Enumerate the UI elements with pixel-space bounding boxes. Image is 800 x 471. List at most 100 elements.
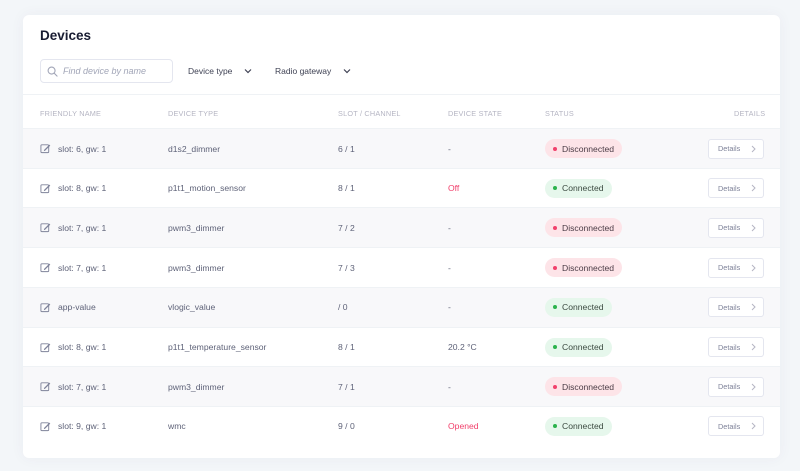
status-cell: Disconnected: [545, 367, 623, 406]
device-state-cell: -: [448, 222, 451, 233]
status-dot-icon: [553, 305, 557, 310]
details-label: Details: [718, 263, 741, 273]
details-button[interactable]: Details: [708, 337, 764, 357]
status-dot-icon: [553, 424, 557, 429]
device-type-cell: pwm3_dimmer: [168, 222, 225, 233]
friendly-name: slot: 7, gw: 1: [58, 222, 107, 233]
status-label: Connected: [562, 342, 604, 352]
details-label: Details: [718, 382, 741, 392]
radio-gateway-dropdown[interactable]: Radio gateway: [275, 63, 351, 79]
details-button[interactable]: Details: [708, 178, 764, 199]
details-label: Details: [718, 223, 741, 233]
status-dot-icon: [553, 186, 557, 191]
header-device-type: DEVICE TYPE: [168, 109, 219, 118]
details-button[interactable]: Details: [708, 416, 764, 437]
slot-channel-cell: 7 / 3: [338, 262, 355, 273]
status-badge: Disconnected: [545, 139, 623, 158]
device-type-cell: pwm3_dimmer: [168, 381, 225, 392]
chevron-right-icon: [751, 264, 757, 272]
slot-channel-cell: 7 / 1: [338, 381, 355, 392]
device-type-cell: d1s2_dimmer: [168, 143, 221, 154]
header-device-state: DEVICE STATE: [448, 109, 503, 118]
details-button[interactable]: Details: [708, 297, 764, 318]
chevron-down-icon: [244, 68, 252, 74]
edit-icon[interactable]: [40, 421, 51, 432]
chevron-right-icon: [751, 343, 757, 351]
status-label: Disconnected: [562, 381, 615, 392]
friendly-name-cell: slot: 8, gw: 1: [40, 328, 106, 367]
search-icon: [47, 66, 58, 77]
details-cell: Details: [708, 129, 764, 168]
details-button[interactable]: Details: [708, 217, 764, 238]
device-state-cell: -: [448, 381, 451, 392]
status-cell: Disconnected: [545, 248, 623, 287]
edit-icon[interactable]: [40, 183, 51, 194]
status-badge: Connected: [545, 297, 612, 317]
friendly-name-cell: slot: 6, gw: 1: [40, 129, 106, 168]
status-badge: Connected: [545, 416, 612, 436]
status-dot-icon: [553, 345, 557, 349]
details-label: Details: [718, 144, 741, 153]
table-row: slot: 8, gw: 1 p1t1_motion_sensor 8 / 1 …: [23, 167, 780, 208]
friendly-name-cell: slot: 9, gw: 1: [40, 407, 106, 446]
status-cell: Disconnected: [545, 208, 623, 247]
edit-icon[interactable]: [40, 262, 51, 273]
details-cell: Details: [708, 288, 764, 327]
device-state-cell: 20.2 °C: [448, 342, 477, 352]
devices-card: Devices Device type Radio gateway FRIEND…: [23, 15, 780, 458]
device-type-cell: p1t1_motion_sensor: [168, 183, 246, 194]
slot-channel-cell: 8 / 1: [338, 183, 355, 194]
edit-icon[interactable]: [40, 222, 51, 233]
edit-icon[interactable]: [40, 381, 51, 392]
friendly-name: app-value: [58, 302, 96, 313]
edit-icon[interactable]: [40, 342, 51, 353]
device-type-label: Device type: [188, 66, 233, 76]
details-button[interactable]: Details: [708, 257, 764, 278]
friendly-name-cell: slot: 7, gw: 1: [40, 367, 106, 406]
status-label: Disconnected: [562, 143, 615, 154]
chevron-right-icon: [751, 145, 757, 153]
table-row: slot: 7, gw: 1 pwm3_dimmer 7 / 1 - Disco…: [23, 366, 780, 407]
header-friendly-name: FRIENDLY NAME: [40, 109, 102, 118]
status-badge: Connected: [545, 337, 612, 357]
table-row: slot: 7, gw: 1 pwm3_dimmer 7 / 3 - Disco…: [23, 247, 780, 287]
device-state-cell: -: [448, 143, 451, 154]
device-state-cell: -: [448, 302, 451, 313]
device-state-cell: Off: [448, 183, 460, 194]
table-row: slot: 7, gw: 1 pwm3_dimmer 7 / 2 - Disco…: [23, 207, 780, 248]
friendly-name: slot: 7, gw: 1: [58, 262, 107, 273]
chevron-right-icon: [751, 383, 757, 391]
device-type-cell: vlogic_value: [168, 302, 216, 313]
slot-channel-cell: 7 / 2: [338, 222, 355, 233]
slot-channel-cell: 8 / 1: [338, 342, 355, 352]
table-row: slot: 6, gw: 1 d1s2_dimmer 6 / 1 - Disco…: [23, 128, 780, 168]
friendly-name: slot: 8, gw: 1: [58, 342, 107, 352]
friendly-name: slot: 9, gw: 1: [58, 421, 107, 432]
details-button[interactable]: Details: [708, 138, 764, 159]
search-input[interactable]: [63, 66, 163, 76]
friendly-name-cell: slot: 7, gw: 1: [40, 208, 106, 247]
device-type-cell: pwm3_dimmer: [168, 262, 225, 273]
header-status: STATUS: [545, 109, 574, 118]
status-badge: Connected: [545, 178, 612, 198]
header-details: DETAILS: [734, 109, 766, 118]
details-cell: Details: [708, 407, 764, 446]
edit-icon[interactable]: [40, 143, 51, 154]
friendly-name-cell: slot: 8, gw: 1: [40, 169, 106, 208]
details-label: Details: [718, 421, 741, 431]
radio-gateway-label: Radio gateway: [275, 66, 332, 76]
table-row: slot: 8, gw: 1 p1t1_temperature_sensor 8…: [23, 326, 780, 367]
details-cell: Details: [708, 208, 764, 247]
chevron-right-icon: [751, 184, 757, 192]
header-slot-channel: SLOT / CHANNEL: [338, 109, 401, 118]
status-label: Connected: [562, 302, 604, 313]
status-cell: Connected: [545, 328, 612, 367]
table-row: slot: 9, gw: 1 wmc 9 / 0 Opened Connecte…: [23, 405, 780, 446]
search-box[interactable]: [40, 59, 173, 83]
details-button[interactable]: Details: [708, 376, 764, 397]
device-type-dropdown[interactable]: Device type: [188, 63, 252, 79]
edit-icon[interactable]: [40, 302, 51, 313]
status-cell: Connected: [545, 288, 612, 327]
chevron-down-icon: [343, 68, 351, 74]
details-cell: Details: [708, 169, 764, 208]
